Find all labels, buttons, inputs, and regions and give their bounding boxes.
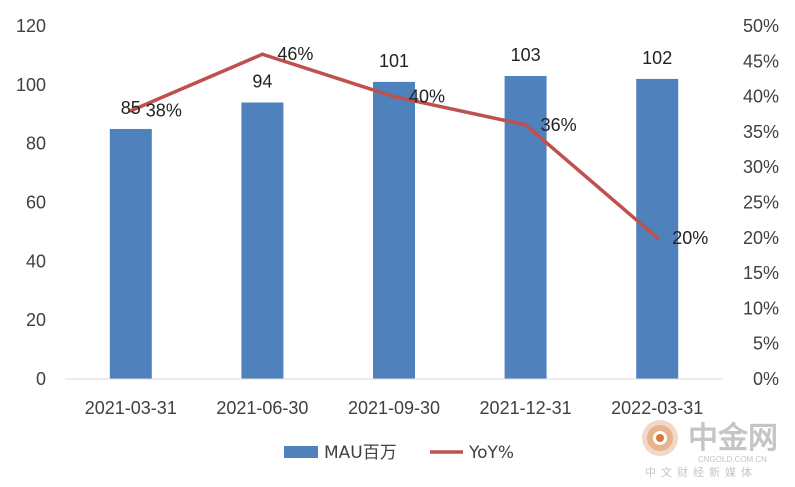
watermark-subtitle: 中文财经新媒体	[645, 465, 757, 479]
bar-data-label: 94	[252, 71, 272, 91]
bar-data-label: 102	[642, 48, 672, 68]
right-axis-tick-label: 15%	[743, 263, 779, 283]
bar	[109, 128, 152, 379]
x-axis-tick-label: 2021-03-31	[85, 398, 177, 418]
left-axis-tick-label: 100	[16, 75, 46, 95]
yoy-point	[129, 108, 133, 113]
bar	[373, 81, 415, 380]
left-axis-ticks: 0 20 40 60 80 100 120	[16, 16, 46, 389]
x-axis-tick-label: 2021-09-30	[348, 398, 440, 418]
yoy-data-label: 38%	[146, 101, 182, 121]
bar-data-label: 85	[121, 98, 141, 118]
legend: MAU百万 YoY%	[284, 443, 514, 463]
watermark-logo-icon	[642, 420, 678, 456]
line-series	[129, 52, 659, 240]
yoy-point	[392, 94, 396, 99]
yoy-data-label: 46%	[277, 44, 313, 64]
right-axis-tick-label: 45%	[743, 51, 779, 71]
right-axis-tick-label: 50%	[743, 16, 779, 36]
x-axis-tick-label: 2021-06-30	[216, 398, 308, 418]
x-axis-tick-label: 2021-12-31	[480, 398, 572, 418]
yoy-data-label: 36%	[541, 115, 577, 135]
right-axis-tick-label: 5%	[753, 334, 779, 354]
yoy-data-label: 20%	[672, 228, 708, 248]
yoy-point	[523, 123, 528, 127]
left-axis-tick-label: 0	[36, 369, 46, 389]
yoy-point	[260, 52, 265, 57]
legend-bar-label: MAU百万	[324, 443, 397, 463]
right-axis-tick-label: 25%	[743, 193, 779, 213]
left-axis-tick-label: 40	[26, 251, 46, 271]
x-axis-tick-label: 2022-03-31	[611, 398, 703, 418]
right-axis-tick-label: 0%	[753, 369, 779, 389]
legend-bar-swatch	[284, 446, 318, 458]
right-axis-tick-label: 40%	[743, 87, 779, 107]
right-axis-tick-label: 10%	[743, 298, 779, 318]
bar	[241, 102, 284, 379]
bar-series	[109, 76, 679, 380]
right-axis-ticks: 0% 5% 10% 15% 20% 25% 30% 35% 40% 45% 50%	[743, 16, 779, 389]
right-axis-tick-label: 35%	[743, 122, 779, 142]
yoy-point	[655, 236, 659, 240]
bar	[636, 78, 679, 379]
right-axis-tick-label: 30%	[743, 157, 779, 177]
bar-data-labels: 85 94 101 103 102	[121, 45, 672, 118]
bar-data-label: 103	[511, 45, 541, 65]
x-axis-ticks: 2021-03-31 2021-06-30 2021-09-30 2021-12-31…	[85, 398, 703, 418]
watermark: 中金网 CNGOLD.COM.CN 中文财经新媒体	[642, 420, 778, 479]
yoy-data-label: 40%	[409, 87, 445, 107]
watermark-domain: CNGOLD.COM.CN	[698, 455, 767, 464]
bar-data-label: 101	[379, 51, 409, 71]
right-axis-tick-label: 20%	[743, 228, 779, 248]
legend-line-label: YoY%	[468, 443, 514, 463]
left-axis-tick-label: 120	[16, 16, 46, 36]
left-axis-tick-label: 20	[26, 310, 46, 330]
line-data-labels: 38% 46% 40% 36% 20%	[146, 44, 708, 248]
left-axis-tick-label: 60	[26, 193, 46, 213]
left-axis-tick-label: 80	[26, 134, 46, 154]
watermark-title: 中金网	[688, 421, 778, 456]
